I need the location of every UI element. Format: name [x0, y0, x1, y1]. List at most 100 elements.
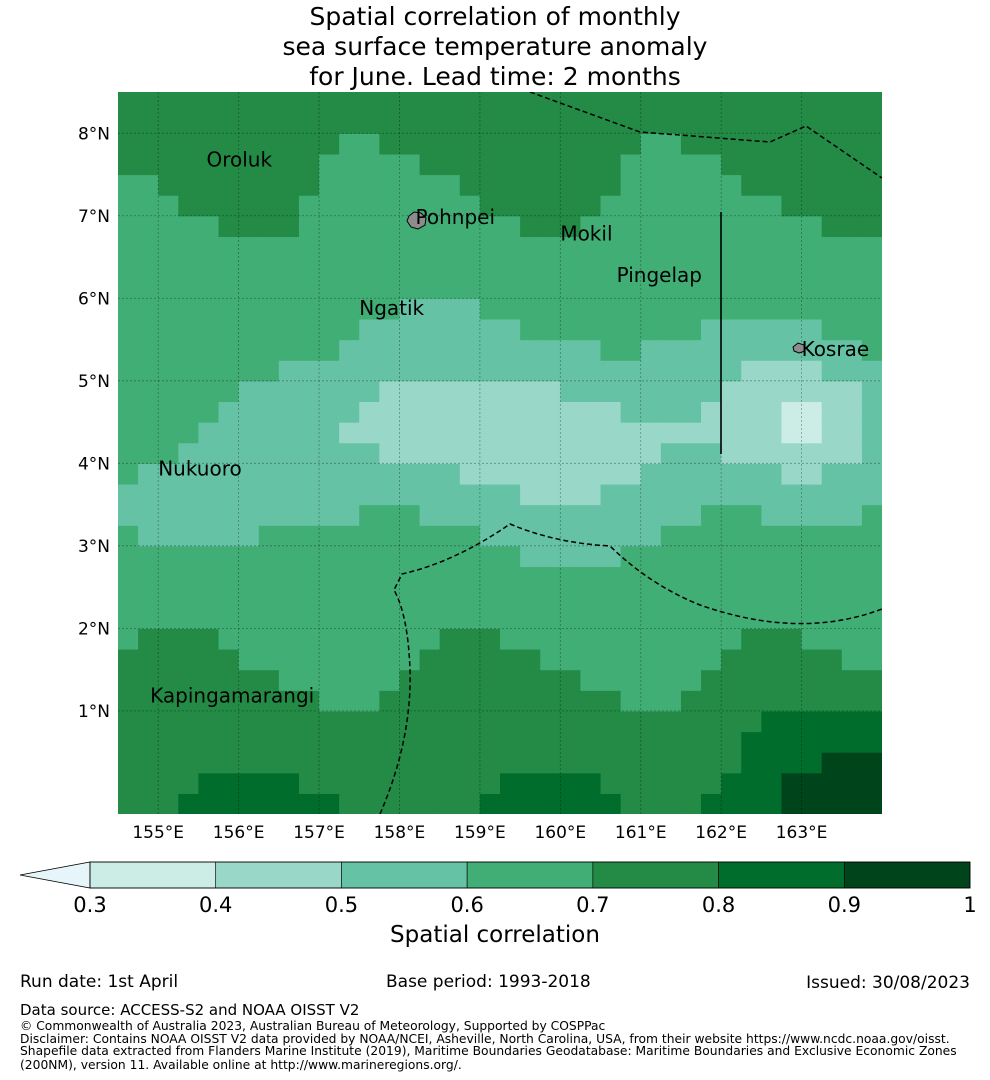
field-cell [178, 318, 200, 341]
field-cell [178, 793, 200, 814]
field-cell [158, 793, 179, 814]
field-cell [359, 195, 380, 217]
field-cell [540, 133, 561, 155]
field-cell [258, 483, 280, 506]
field-cell [419, 442, 441, 464]
field-cell [701, 153, 722, 176]
field-cell [359, 752, 380, 774]
field-cell [560, 504, 582, 526]
field-cell [640, 772, 662, 794]
field-cell [540, 422, 561, 444]
field-cell [439, 545, 461, 568]
field-cell [479, 587, 501, 609]
field-cell [520, 401, 541, 423]
field-cell [540, 442, 561, 464]
field-cell [278, 133, 300, 155]
field-cell [118, 793, 139, 814]
field-cell [198, 195, 220, 217]
field-cell [439, 463, 461, 485]
field-cell [238, 772, 260, 794]
field-cell [620, 648, 642, 671]
field-cell [640, 236, 662, 258]
field-cell [640, 92, 662, 114]
field-cell [198, 483, 220, 506]
field-cell [821, 215, 843, 237]
field-cell [540, 710, 561, 733]
field-cell [680, 174, 702, 196]
field-cell [701, 174, 722, 196]
field-cell [640, 339, 662, 361]
field-cell [701, 566, 722, 588]
field-cell [781, 607, 803, 629]
field-cell [138, 690, 159, 712]
field-cell [379, 257, 401, 279]
longitude-tick-labels: 155°E 156°E 157°E 158°E 159°E 160°E 161°E 162°E… [132, 823, 827, 843]
field-cell [741, 504, 762, 526]
field-cell [721, 174, 742, 196]
field-cell [781, 566, 803, 588]
field-cell [419, 195, 441, 217]
field-cell [379, 648, 401, 671]
field-cell [158, 752, 179, 774]
kosrae-island-icon [792, 342, 806, 354]
field-cell [741, 318, 762, 341]
field-cell [479, 422, 501, 444]
field-cell [861, 257, 882, 279]
field-cell [479, 710, 501, 733]
field-cell [258, 504, 280, 526]
field-cell [379, 669, 401, 691]
field-cell [158, 195, 179, 217]
field-cell [379, 380, 401, 403]
field-cell [861, 545, 882, 568]
field-cell [801, 587, 823, 609]
field-cell [801, 195, 823, 217]
field-cell [379, 793, 401, 814]
field-cell [821, 380, 843, 403]
field-cell [459, 422, 481, 444]
field-cell [600, 380, 622, 403]
field-cell [500, 525, 521, 547]
field-cell [439, 195, 461, 217]
field-cell [379, 566, 401, 588]
field-cell [138, 339, 159, 361]
field-cell [500, 174, 521, 196]
field-cell [298, 545, 320, 568]
field-cell [459, 318, 481, 341]
field-cell [198, 174, 220, 196]
field-cell [118, 112, 139, 134]
field-cell [500, 442, 521, 464]
field-cell [218, 648, 240, 671]
field-cell [500, 566, 521, 588]
field-cell [218, 669, 240, 691]
field-cell [500, 710, 521, 733]
field-cell [680, 401, 702, 423]
field-cell [118, 545, 139, 568]
field-cell [439, 710, 461, 733]
field-cell [520, 277, 541, 299]
field-cell [278, 607, 300, 629]
field-cell [701, 752, 722, 774]
field-cell [580, 566, 602, 588]
colorbar-segment [592, 861, 719, 889]
field-cell [178, 215, 200, 237]
field-cell [600, 669, 622, 691]
field-cell [238, 483, 260, 506]
field-cell [560, 690, 582, 712]
field-cell [479, 236, 501, 258]
field-cell [158, 215, 179, 237]
field-cell [741, 752, 762, 774]
field-cell [520, 793, 541, 814]
field-cell [660, 318, 682, 341]
field-cell [721, 793, 742, 814]
field-cell [178, 133, 200, 155]
field-cell [781, 690, 803, 712]
field-cell [761, 731, 783, 753]
field-cell [278, 360, 300, 382]
field-cell [540, 215, 561, 237]
field-cell [178, 669, 200, 691]
field-cell [841, 174, 863, 196]
field-cell [500, 752, 521, 774]
field-cell [640, 793, 662, 814]
field-cell [118, 380, 139, 403]
field-cell [158, 731, 179, 753]
